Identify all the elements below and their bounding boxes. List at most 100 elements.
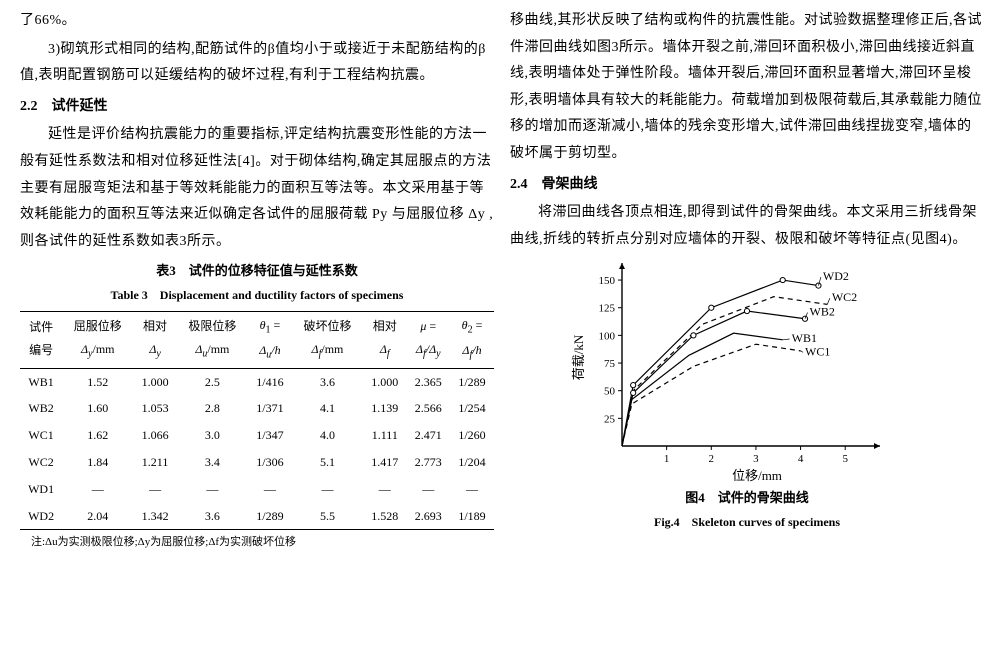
table-cell: 3.6 bbox=[292, 368, 363, 395]
svg-text:150: 150 bbox=[599, 275, 616, 287]
table-cell: 1.417 bbox=[363, 449, 406, 476]
th-mu: μ =Δf/Δy bbox=[407, 311, 450, 368]
table3-body: WB11.521.0002.51/4163.61.0002.3651/289WB… bbox=[20, 368, 494, 530]
table-cell: 1.342 bbox=[133, 503, 176, 530]
table-cell: 1/260 bbox=[450, 422, 494, 449]
table-row: WC11.621.0663.01/3474.01.1112.4711/260 bbox=[20, 422, 494, 449]
table-cell: — bbox=[248, 476, 292, 503]
heading-2-4: 2.4 骨架曲线 bbox=[510, 172, 984, 199]
skeleton-chart: 12345255075100125150位移/mm荷载/kNWD2WC2WB2W… bbox=[567, 259, 927, 484]
table-row: WC21.841.2113.41/3065.11.4172.7731/204 bbox=[20, 449, 494, 476]
table-cell: 1/289 bbox=[450, 368, 494, 395]
th-df: 破坏位移Δf/mm bbox=[292, 311, 363, 368]
table-cell: 1.52 bbox=[62, 368, 133, 395]
table-cell: 1/189 bbox=[450, 503, 494, 530]
th-rdf: 相对Δf bbox=[363, 311, 406, 368]
table-row: WB11.521.0002.51/4163.61.0002.3651/289 bbox=[20, 368, 494, 395]
table-cell: 1.066 bbox=[133, 422, 176, 449]
table-row: WD1———————— bbox=[20, 476, 494, 503]
table-cell: 2.04 bbox=[62, 503, 133, 530]
table-cell: 1.211 bbox=[133, 449, 176, 476]
table3-title-cn: 表3 试件的位移特征值与延性系数 bbox=[20, 259, 494, 284]
svg-text:位移/mm: 位移/mm bbox=[732, 468, 782, 483]
left-column: 了66%。 3)砌筑形式相同的结构,配筋试件的β值均小于或接近于未配筋结构的β值… bbox=[12, 8, 502, 652]
table-row: WD22.041.3423.61/2895.51.5282.6931/189 bbox=[20, 503, 494, 530]
svg-text:75: 75 bbox=[604, 358, 616, 370]
heading-2-2: 2.2 试件延性 bbox=[20, 94, 494, 121]
table-cell: 1/289 bbox=[248, 503, 292, 530]
table-cell: — bbox=[407, 476, 450, 503]
table-3: 试件编号 屈服位移Δy/mm 相对Δy 极限位移Δu/mm θ1 =Δu/h 破… bbox=[20, 311, 494, 531]
svg-text:WD2: WD2 bbox=[823, 269, 849, 283]
table-cell: 1.000 bbox=[363, 368, 406, 395]
table-cell: 1.528 bbox=[363, 503, 406, 530]
table3-title-en: Table 3 Displacement and ductility facto… bbox=[20, 284, 494, 307]
svg-text:WB1: WB1 bbox=[792, 331, 817, 345]
table-cell: 5.5 bbox=[292, 503, 363, 530]
th-dy: 屈服位移Δy/mm bbox=[62, 311, 133, 368]
table-cell: 3.4 bbox=[177, 449, 248, 476]
svg-text:1: 1 bbox=[664, 453, 670, 465]
para-skeleton: 将滞回曲线各顶点相连,即得到试件的骨架曲线。本文采用三折线骨架曲线,折线的转折点… bbox=[510, 200, 984, 253]
svg-text:25: 25 bbox=[604, 414, 616, 426]
fig4-title-en: Fig.4 Skeleton curves of specimens bbox=[510, 511, 984, 534]
table-cell: WD1 bbox=[20, 476, 62, 503]
table-cell: 1.62 bbox=[62, 422, 133, 449]
svg-text:WB2: WB2 bbox=[810, 305, 835, 319]
th-id: 试件编号 bbox=[20, 311, 62, 368]
table-cell: — bbox=[363, 476, 406, 503]
table-cell: 5.1 bbox=[292, 449, 363, 476]
table-cell: 1.60 bbox=[62, 395, 133, 422]
table-cell: 1/306 bbox=[248, 449, 292, 476]
table-cell: WC2 bbox=[20, 449, 62, 476]
th-rdy: 相对Δy bbox=[133, 311, 176, 368]
right-column: 移曲线,其形状反映了结构或构件的抗震性能。对试验数据整理修正后,各试件滞回曲线如… bbox=[502, 8, 992, 652]
table-cell: 3.0 bbox=[177, 422, 248, 449]
table-cell: 2.5 bbox=[177, 368, 248, 395]
table-cell: 2.8 bbox=[177, 395, 248, 422]
table-cell: — bbox=[450, 476, 494, 503]
para-ductility: 延性是评价结构抗震能力的重要指标,评定结构抗震变形性能的方法一般有延性系数法和相… bbox=[20, 122, 494, 255]
table-cell: 1/254 bbox=[450, 395, 494, 422]
table-cell: — bbox=[292, 476, 363, 503]
svg-text:WC1: WC1 bbox=[805, 345, 830, 359]
table-cell: WB2 bbox=[20, 395, 62, 422]
table-cell: 2.365 bbox=[407, 368, 450, 395]
svg-text:100: 100 bbox=[599, 331, 616, 343]
table-cell: 2.773 bbox=[407, 449, 450, 476]
th-theta1: θ1 =Δu/h bbox=[248, 311, 292, 368]
para-3: 3)砌筑形式相同的结构,配筋试件的β值均小于或接近于未配筋结构的β值,表明配置钢… bbox=[20, 37, 494, 90]
table-cell: — bbox=[62, 476, 133, 503]
svg-text:50: 50 bbox=[604, 386, 616, 398]
table-cell: 2.693 bbox=[407, 503, 450, 530]
svg-text:荷载/kN: 荷载/kN bbox=[571, 334, 586, 380]
table-cell: — bbox=[133, 476, 176, 503]
figure-4: 12345255075100125150位移/mm荷载/kNWD2WC2WB2W… bbox=[510, 259, 984, 484]
table-cell: WB1 bbox=[20, 368, 62, 395]
th-theta2: θ2 =Δf/h bbox=[450, 311, 494, 368]
table-cell: 1.139 bbox=[363, 395, 406, 422]
table-row: WB21.601.0532.81/3714.11.1392.5661/254 bbox=[20, 395, 494, 422]
svg-text:4: 4 bbox=[798, 453, 804, 465]
table-cell: WC1 bbox=[20, 422, 62, 449]
table-cell: 4.0 bbox=[292, 422, 363, 449]
table3-note: 注:Δu为实测极限位移;Δy为屈服位移;Δf为实测破坏位移 bbox=[20, 532, 494, 553]
table-cell: 1/416 bbox=[248, 368, 292, 395]
fig4-title-cn: 图4 试件的骨架曲线 bbox=[510, 486, 984, 511]
table-cell: 1/371 bbox=[248, 395, 292, 422]
svg-text:3: 3 bbox=[753, 453, 759, 465]
para-hys: 移曲线,其形状反映了结构或构件的抗震性能。对试验数据整理修正后,各试件滞回曲线如… bbox=[510, 8, 984, 168]
th-du: 极限位移Δu/mm bbox=[177, 311, 248, 368]
table-cell: 1/204 bbox=[450, 449, 494, 476]
table-cell: 1.84 bbox=[62, 449, 133, 476]
table-cell: 2.471 bbox=[407, 422, 450, 449]
table-cell: 4.1 bbox=[292, 395, 363, 422]
table-cell: 2.566 bbox=[407, 395, 450, 422]
table-cell: 3.6 bbox=[177, 503, 248, 530]
table-cell: 1.111 bbox=[363, 422, 406, 449]
svg-text:WC2: WC2 bbox=[832, 290, 857, 304]
table-cell: WD2 bbox=[20, 503, 62, 530]
svg-text:125: 125 bbox=[599, 303, 616, 315]
para-cont: 了66%。 bbox=[20, 8, 494, 35]
svg-text:5: 5 bbox=[842, 453, 848, 465]
